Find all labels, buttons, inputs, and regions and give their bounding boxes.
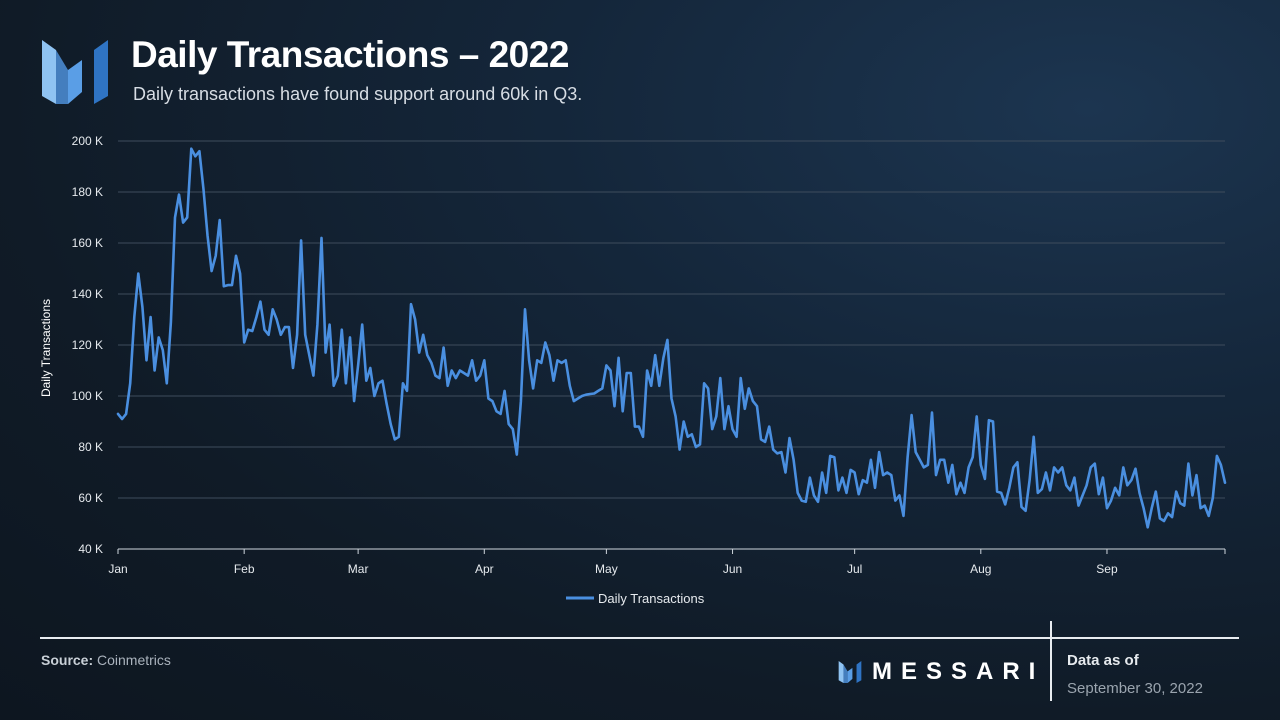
y-tick-label: 160 K [72,236,103,250]
messari-logo-icon [42,40,108,104]
x-tick-label: Feb [234,562,255,576]
source-label: Source: [41,652,94,668]
x-tick-label: Sep [1096,562,1118,576]
messari-brand: MESSARI [838,658,1045,685]
y-axis-ticks: 40 K 60 K 80 K 100 K 120 K 140 K 160 K 180 K 200… [72,134,103,556]
x-tick-label: Jan [108,562,127,576]
brand-wordmark: MESSARI [872,658,1045,685]
x-tick-label: Mar [348,562,369,576]
x-axis-ticks: Jan Feb Mar Apr May Jun Jul Aug Sep [108,549,1226,576]
y-tick-label: 100 K [72,389,103,403]
data-as-of-label: Data as of [1067,652,1139,669]
footer-divider [40,637,1239,639]
source-value: Coinmetrics [97,652,171,668]
chart-title: Daily Transactions – 2022 [131,34,569,75]
x-tick-label: Aug [970,562,991,576]
y-tick-label: 180 K [72,185,103,199]
data-as-of-date: September 30, 2022 [1067,680,1203,697]
x-tick-label: Apr [475,562,494,576]
chart-subtitle: Daily transactions have found support ar… [133,84,583,104]
y-tick-label: 80 K [78,440,103,454]
x-tick-label: May [595,562,618,576]
footer-vertical-divider [1050,621,1052,701]
y-axis-label: Daily Transactions [39,299,53,397]
x-tick-label: Jul [847,562,862,576]
y-tick-label: 40 K [78,542,103,556]
series-line-daily-transactions [116,147,1227,529]
y-tick-label: 200 K [72,134,103,148]
source-note: Source: Coinmetrics [41,652,171,668]
y-tick-label: 120 K [72,338,103,352]
grid-lines [118,140,1225,499]
legend: Daily Transactions [566,591,705,606]
legend-label: Daily Transactions [598,591,705,606]
x-tick-label: Jun [723,562,742,576]
messari-mark-icon [838,661,862,683]
y-tick-label: 140 K [72,287,103,301]
y-tick-label: 60 K [78,491,103,505]
